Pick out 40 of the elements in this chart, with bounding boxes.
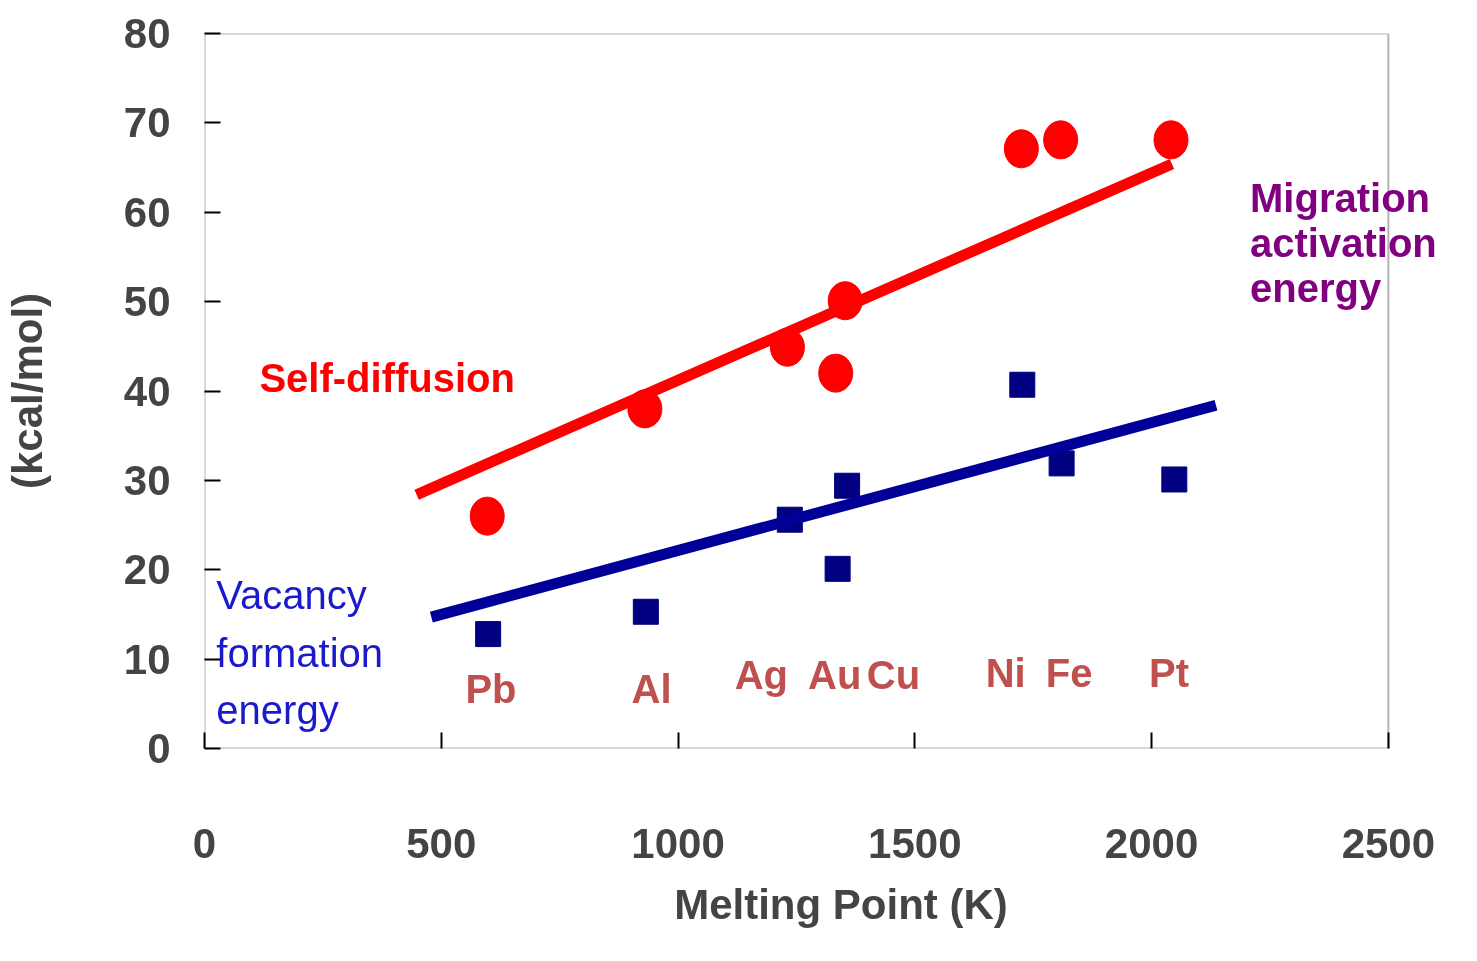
y-tick-label: 80 — [123, 10, 171, 57]
point — [1043, 120, 1079, 160]
y-tick-label: 20 — [123, 546, 171, 594]
x-tick-label: 2500 — [1341, 819, 1436, 867]
annotation: Ag — [734, 653, 789, 698]
x-tick-label: 0 — [192, 819, 217, 867]
annotation: Pb — [465, 666, 517, 711]
annotation: Au — [808, 653, 862, 698]
y-tick-label: 50 — [123, 278, 171, 326]
point — [1161, 466, 1188, 493]
y-tick-label: 70 — [123, 99, 171, 147]
annotation: Migration activation energy — [1250, 176, 1437, 311]
x-tick-label: 500 — [406, 819, 477, 867]
y-axis-title: (kcal/mol) — [3, 292, 51, 490]
y-tick-label: 0 — [147, 725, 171, 772]
point — [475, 621, 502, 648]
y-tick-label: 30 — [123, 456, 171, 504]
point — [1048, 450, 1075, 477]
point — [1003, 129, 1039, 169]
text: Self-diffusion — [259, 355, 515, 400]
x-tick-label: 2000 — [1104, 819, 1199, 867]
point — [632, 598, 659, 625]
point — [1153, 120, 1189, 160]
annotation: Cu — [866, 653, 921, 698]
point — [469, 496, 505, 536]
point — [1009, 371, 1036, 398]
x-tick-label: 1000 — [631, 819, 725, 867]
annotation: Ni — [985, 650, 1026, 695]
y-tick-label: 10 — [123, 635, 171, 683]
point — [818, 353, 854, 393]
annotation: Fe — [1045, 650, 1093, 695]
y-tick-label: 40 — [123, 367, 171, 415]
text: Vacancy formation energy — [216, 573, 384, 732]
annotation: Al — [631, 666, 672, 711]
y-tick-label: 60 — [123, 188, 171, 236]
x-tick-label: 1500 — [868, 819, 962, 867]
point — [834, 472, 861, 499]
annotation: Pt — [1149, 650, 1190, 695]
point — [824, 555, 851, 582]
x-axis-title: Melting Point (K) — [674, 880, 1008, 928]
